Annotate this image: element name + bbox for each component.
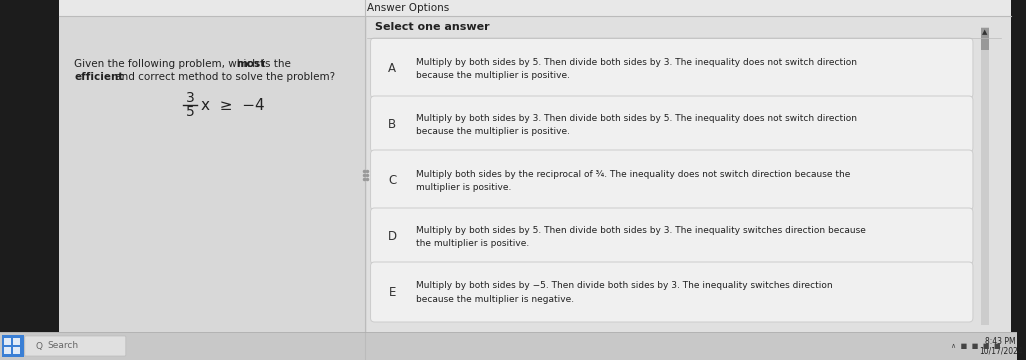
- FancyBboxPatch shape: [370, 38, 973, 98]
- FancyBboxPatch shape: [2, 335, 24, 357]
- FancyBboxPatch shape: [60, 16, 1011, 332]
- Text: C: C: [388, 174, 396, 186]
- Text: Select one answer: Select one answer: [374, 22, 489, 32]
- Text: because the multiplier is positive.: because the multiplier is positive.: [417, 126, 570, 135]
- Text: Multiply by both sides by 3. Then divide both sides by 5. The inequality does no: Multiply by both sides by 3. Then divide…: [417, 113, 857, 122]
- Text: most: most: [237, 59, 266, 69]
- Text: x  ≥  −4: x ≥ −4: [201, 98, 265, 112]
- FancyBboxPatch shape: [370, 208, 973, 264]
- FancyBboxPatch shape: [981, 27, 989, 325]
- Text: ▲: ▲: [982, 29, 987, 35]
- Text: Answer Options: Answer Options: [366, 3, 448, 13]
- FancyBboxPatch shape: [370, 150, 973, 210]
- Text: 3: 3: [186, 91, 195, 105]
- Text: 5: 5: [186, 105, 195, 119]
- Text: Multiply by both sides by 5. Then divide both sides by 3. The inequality does no: Multiply by both sides by 5. Then divide…: [417, 58, 857, 67]
- Text: because the multiplier is negative.: because the multiplier is negative.: [417, 294, 575, 303]
- FancyBboxPatch shape: [370, 262, 973, 322]
- Text: because the multiplier is positive.: because the multiplier is positive.: [417, 71, 570, 80]
- Text: multiplier is positive.: multiplier is positive.: [417, 183, 512, 192]
- FancyBboxPatch shape: [13, 347, 19, 354]
- FancyBboxPatch shape: [4, 347, 11, 354]
- Text: E: E: [389, 285, 396, 298]
- FancyBboxPatch shape: [366, 16, 1011, 332]
- FancyBboxPatch shape: [4, 338, 11, 345]
- FancyBboxPatch shape: [60, 16, 366, 332]
- Text: Q: Q: [36, 342, 43, 351]
- Text: D: D: [388, 230, 397, 243]
- FancyBboxPatch shape: [370, 96, 973, 152]
- Text: Multiply by both sides by 5. Then divide both sides by 3. The inequality switche: Multiply by both sides by 5. Then divide…: [417, 225, 866, 234]
- Text: Given the following problem, which is the: Given the following problem, which is th…: [74, 59, 294, 69]
- FancyBboxPatch shape: [0, 332, 1017, 360]
- Text: A: A: [389, 62, 396, 75]
- Text: and correct method to solve the problem?: and correct method to solve the problem?: [113, 72, 336, 82]
- FancyBboxPatch shape: [981, 28, 989, 50]
- Text: ∧  ■  ■  ■  ■: ∧ ■ ■ ■ ■: [951, 343, 1000, 349]
- Text: Multiply both sides by the reciprocal of ¾. The inequality does not switch direc: Multiply both sides by the reciprocal of…: [417, 170, 851, 179]
- Text: 10/17/2024: 10/17/2024: [979, 346, 1023, 356]
- FancyBboxPatch shape: [25, 336, 126, 356]
- FancyBboxPatch shape: [60, 0, 1011, 16]
- Text: efficient: efficient: [74, 72, 124, 82]
- Text: B: B: [388, 117, 396, 131]
- Text: 8:43 PM: 8:43 PM: [985, 337, 1016, 346]
- Text: the multiplier is positive.: the multiplier is positive.: [417, 239, 529, 248]
- Text: Search: Search: [47, 342, 79, 351]
- FancyBboxPatch shape: [13, 338, 19, 345]
- Text: Multiply by both sides by −5. Then divide both sides by 3. The inequality switch: Multiply by both sides by −5. Then divid…: [417, 282, 833, 291]
